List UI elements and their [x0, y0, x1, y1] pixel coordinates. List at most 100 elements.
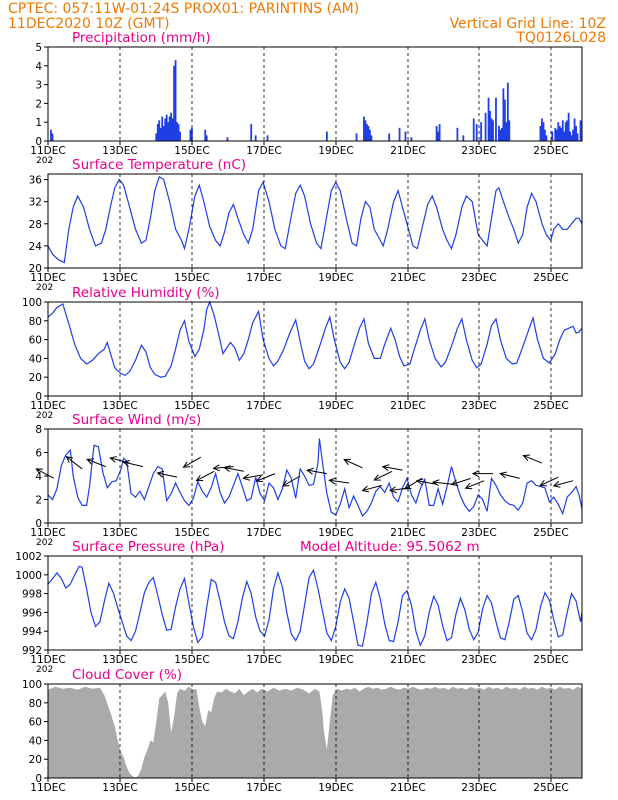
rh-xtick-7: 25DEC [533, 400, 568, 412]
wind-ytick-1: 2 [35, 495, 42, 507]
wind-arrow-15 [343, 458, 363, 469]
precip-bar-54 [499, 129, 502, 141]
precip-bar-24 [250, 124, 253, 141]
cloud-area [48, 686, 582, 778]
panels: 0 1 2 3 4 5 11DEC 13DEC 15DEC 17DEC 19DEC 21DEC 23DE… [15, 30, 583, 794]
wind-arrow-26 [499, 471, 520, 479]
precip-bar-75 [566, 120, 569, 141]
temp-xtick-5: 21DEC [390, 272, 425, 284]
precip-bar-18 [179, 131, 181, 141]
precip-bar-81 [575, 125, 577, 141]
wind-ytick-2: 4 [35, 471, 42, 483]
precip-bar-80 [573, 118, 576, 141]
precip-bar-65 [545, 135, 548, 141]
wind-arrow-29 [552, 480, 574, 488]
precip-bar-41 [438, 124, 441, 141]
cloud-ytick-1: 20 [29, 754, 42, 766]
precip-bar-30 [364, 120, 367, 141]
cloud-xtick-1: 13DEC [102, 782, 137, 794]
temp-title: Surface Temperature (nC) [72, 157, 246, 173]
precip-bar-17 [177, 124, 180, 141]
precip-bar-79 [572, 129, 574, 141]
wind-xtick-1: 13DEC [102, 527, 137, 539]
precip-bar-56 [502, 88, 505, 141]
wind-arrow-9 [223, 465, 244, 472]
precip-bar-31 [366, 124, 368, 141]
press-xtick-3: 17DEC [246, 654, 281, 666]
panel-wind: 0 2 4 6 8 11DEC 13DEC 15DEC 17DEC 19DEC 21DEC 23DEC… [30, 412, 583, 548]
wind-ytick-3: 6 [35, 448, 42, 460]
rh-frame [47, 301, 583, 397]
precip-bar-82 [576, 133, 579, 141]
cloud-ytick-5: 100 [22, 679, 42, 691]
precip-ytick-2: 2 [35, 98, 42, 110]
precip-bar-13 [171, 118, 174, 141]
precip-title: Precipitation (mm/h) [72, 30, 211, 46]
press-xtick-0: 11DEC [30, 654, 65, 666]
press-ytick-2: 996 [22, 607, 42, 619]
cloud-xtick-7: 25DEC [533, 782, 568, 794]
precip-bar-28 [355, 133, 358, 141]
precip-bar-42 [456, 127, 459, 141]
rh-xtick-5: 21DEC [390, 400, 425, 412]
precip-xtick-5: 21DEC [390, 145, 425, 157]
precip-bar-38 [410, 137, 413, 141]
wind-xtick-6: 23DEC [461, 527, 496, 539]
press-ytick-3: 998 [22, 589, 42, 601]
rh-xtick-2: 15DEC [174, 400, 209, 412]
wind-xtick-3: 17DEC [246, 527, 281, 539]
cloud-frame [47, 683, 583, 779]
precip-ytick-4: 4 [35, 61, 42, 73]
precip-bar-83 [579, 120, 582, 141]
press-ytick-1: 994 [22, 626, 42, 638]
wind-arrow-18 [381, 464, 403, 472]
rh-xtick-4: 19DEC [318, 400, 353, 412]
wind-arrow-28 [539, 476, 559, 487]
precip-bar-77 [569, 131, 572, 141]
wind-xtick-2: 15DEC [174, 527, 209, 539]
precip-bar-11 [168, 116, 171, 141]
press-xtick-2: 15DEC [174, 654, 209, 666]
wind-arrow-17 [373, 470, 393, 481]
precip-bar-36 [398, 127, 401, 141]
precip-bar-23 [226, 137, 229, 141]
precip-bar-63 [542, 122, 545, 141]
wind-arrow-7 [195, 470, 215, 482]
header-grid-note: Vertical Grid Line: 10Z [450, 16, 606, 32]
temp-ytick-3: 32 [29, 197, 42, 209]
wind-arrow-2 [86, 458, 107, 468]
precip-bar-9 [165, 114, 168, 141]
cloud-xtick-2: 15DEC [174, 782, 209, 794]
press-annotation: Model Altitude: 95.5062 m [300, 539, 480, 555]
precip-bar-52 [495, 97, 497, 141]
precip-bar-37 [404, 131, 407, 141]
precip-bar-20 [190, 127, 193, 141]
wind-arrow-27 [522, 454, 543, 464]
wind-xtick-4: 19DEC [318, 527, 353, 539]
precip-bar-6 [161, 116, 164, 141]
cloud-title: Cloud Cover (%) [72, 667, 182, 683]
cloud-xtick-6: 23DEC [461, 782, 496, 794]
precip-bar-67 [554, 127, 557, 141]
rh-ytick-0: 0 [35, 391, 42, 403]
cloud-xtick-0: 11DEC [30, 782, 65, 794]
temp-line [47, 175, 583, 264]
wind-arrow-25 [471, 470, 493, 478]
wind-xtick-0: 11DEC [30, 527, 65, 539]
rh-xtick-3: 17DEC [246, 400, 281, 412]
precip-frame [47, 46, 583, 142]
precip-bar-55 [501, 127, 503, 141]
wind-arrow-22 [431, 479, 454, 487]
temp-frame [47, 173, 583, 269]
temp-ytick-1: 24 [29, 241, 43, 253]
temp-ytick-4: 36 [29, 175, 43, 187]
precip-bar-19 [189, 129, 192, 141]
temp-xtick-2: 15DEC [174, 272, 209, 284]
precip-bar-21 [204, 129, 207, 141]
rh-ytick-1: 20 [29, 372, 42, 384]
precip-bar-40 [437, 131, 440, 141]
precip-xtick-6: 23DEC [461, 145, 496, 157]
precip-ytick-3: 3 [35, 80, 42, 92]
press-ytick-5: 1002 [15, 551, 42, 563]
precip-bar-59 [506, 82, 509, 141]
